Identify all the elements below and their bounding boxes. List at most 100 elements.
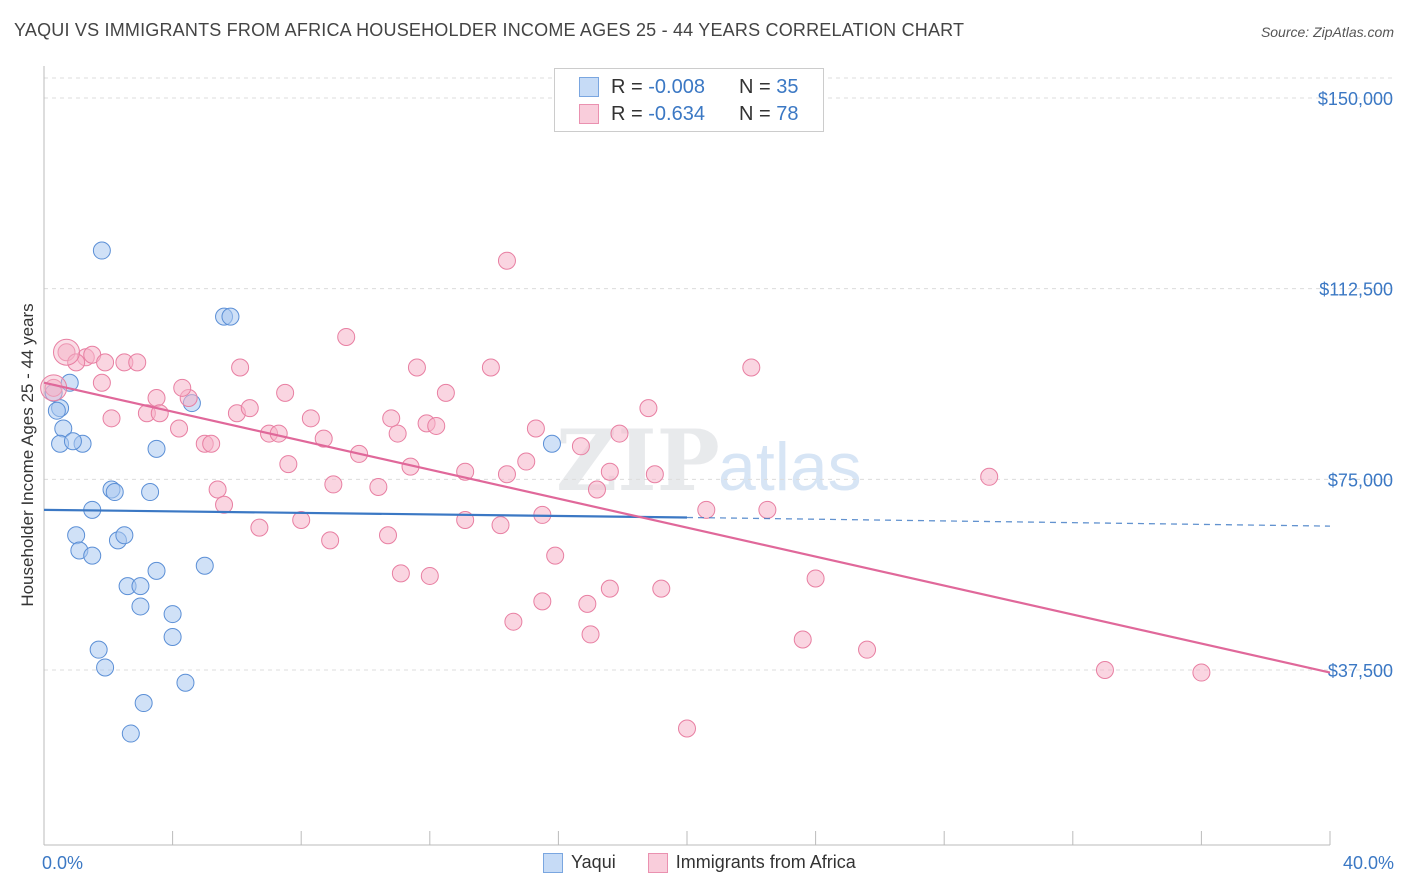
africa-point bbox=[600, 579, 619, 598]
correlation-legend: R = -0.008 N = 35 R = -0.634 N = 78 bbox=[554, 68, 824, 132]
africa-point bbox=[587, 480, 606, 499]
legend-row-yaqui: R = -0.008 N = 35 bbox=[579, 74, 799, 100]
africa-point bbox=[324, 475, 343, 494]
y-tick-label: $150,000 bbox=[1318, 89, 1393, 109]
africa-point bbox=[793, 630, 812, 649]
yaqui-point bbox=[147, 561, 166, 580]
yaqui-point bbox=[176, 673, 195, 692]
yaqui-point bbox=[131, 597, 150, 616]
africa-point bbox=[436, 383, 455, 402]
series-swatch-yaqui bbox=[543, 852, 563, 873]
series-swatch-africa bbox=[647, 852, 668, 873]
africa-point bbox=[102, 409, 121, 428]
africa-point bbox=[581, 625, 600, 644]
africa-point bbox=[427, 416, 446, 435]
yaqui-point bbox=[163, 627, 182, 646]
africa-point bbox=[391, 564, 410, 583]
africa-point bbox=[639, 399, 658, 418]
yaqui-point bbox=[83, 546, 102, 565]
africa-point bbox=[533, 592, 552, 611]
africa-point bbox=[610, 424, 629, 443]
africa-point bbox=[517, 452, 536, 471]
africa-point bbox=[645, 465, 664, 484]
yaqui-trend-line bbox=[43, 508, 688, 519]
yaqui-point bbox=[92, 241, 111, 260]
yaqui-point bbox=[147, 439, 166, 458]
yaqui-point bbox=[195, 556, 214, 575]
yaqui-point bbox=[105, 483, 124, 502]
africa-point bbox=[250, 518, 269, 537]
yaqui-point bbox=[115, 526, 134, 545]
africa-point bbox=[571, 437, 590, 456]
yaqui-point bbox=[47, 401, 66, 420]
series-name-yaqui: Yaqui bbox=[571, 852, 616, 872]
africa-point bbox=[314, 429, 333, 448]
yaqui-trend-extension bbox=[686, 516, 1331, 527]
africa-point bbox=[758, 500, 777, 519]
africa-point bbox=[321, 531, 340, 550]
legend-r-value-yaqui: -0.008 bbox=[648, 75, 705, 98]
africa-point bbox=[526, 419, 545, 438]
africa-point bbox=[491, 516, 510, 535]
africa-point bbox=[240, 399, 259, 418]
yaqui-point bbox=[67, 526, 86, 545]
watermark-atlas: atlas bbox=[718, 429, 862, 505]
yaqui-point bbox=[542, 434, 561, 453]
africa-point bbox=[1192, 663, 1211, 682]
x-tick-max: 40.0% bbox=[1342, 853, 1394, 873]
legend-row-africa: R = -0.634 N = 78 bbox=[579, 101, 799, 127]
legend-n-label: N = bbox=[739, 75, 777, 98]
africa-point bbox=[92, 373, 111, 392]
series-name-africa: Immigrants from Africa bbox=[675, 852, 856, 872]
yaqui-point bbox=[141, 483, 160, 502]
africa-point bbox=[337, 327, 356, 346]
yaqui-point bbox=[96, 658, 115, 677]
chart-title: YAQUI VS IMMIGRANTS FROM AFRICA HOUSEHOL… bbox=[14, 20, 965, 40]
africa-point bbox=[407, 358, 426, 377]
africa-point bbox=[481, 358, 500, 377]
legend-n-label: N = bbox=[739, 102, 777, 125]
yaqui-point bbox=[163, 605, 182, 624]
legend-r-value-africa: -0.634 bbox=[648, 102, 705, 125]
y-tick-label: $75,000 bbox=[1328, 470, 1393, 490]
africa-point bbox=[67, 353, 86, 372]
legend-swatch-africa bbox=[579, 104, 599, 124]
africa-point bbox=[546, 546, 565, 565]
y-tick-label: $112,500 bbox=[1319, 280, 1393, 300]
africa-point bbox=[858, 640, 877, 659]
yaqui-point bbox=[134, 694, 153, 713]
africa-point bbox=[382, 409, 401, 428]
africa-point bbox=[231, 358, 250, 377]
africa-point bbox=[980, 467, 999, 486]
africa-point bbox=[600, 462, 619, 481]
y-tick-label: $37,500 bbox=[1328, 661, 1393, 681]
x-tick-min: 0.0% bbox=[42, 853, 84, 873]
africa-point bbox=[420, 566, 439, 585]
series-legend-africa[interactable]: Immigrants from Africa bbox=[647, 852, 856, 873]
africa-trend-line bbox=[43, 381, 1331, 674]
legend-r-label: R = bbox=[611, 75, 649, 98]
legend-n-value-africa: 78 bbox=[776, 102, 799, 125]
watermark-zip: ZIP bbox=[556, 411, 720, 510]
africa-point bbox=[504, 612, 523, 631]
source-label: Source: ZipAtlas.com bbox=[1260, 24, 1394, 40]
africa-point-large bbox=[53, 338, 81, 366]
africa-point bbox=[678, 719, 696, 738]
yaqui-point bbox=[221, 307, 240, 326]
series-legend: Yaqui Immigrants from Africa bbox=[543, 852, 888, 873]
africa-point bbox=[379, 526, 398, 545]
africa-point bbox=[497, 465, 516, 484]
africa-point bbox=[215, 495, 234, 514]
africa-point bbox=[202, 434, 221, 453]
africa-point bbox=[369, 477, 388, 496]
africa-point bbox=[96, 353, 115, 372]
yaqui-point bbox=[63, 432, 82, 451]
africa-point bbox=[279, 455, 298, 474]
series-legend-yaqui[interactable]: Yaqui bbox=[543, 852, 616, 873]
yaqui-point bbox=[131, 577, 150, 596]
africa-point bbox=[742, 358, 761, 377]
africa-point bbox=[697, 500, 716, 519]
africa-point bbox=[292, 511, 311, 530]
africa-point bbox=[128, 353, 147, 372]
